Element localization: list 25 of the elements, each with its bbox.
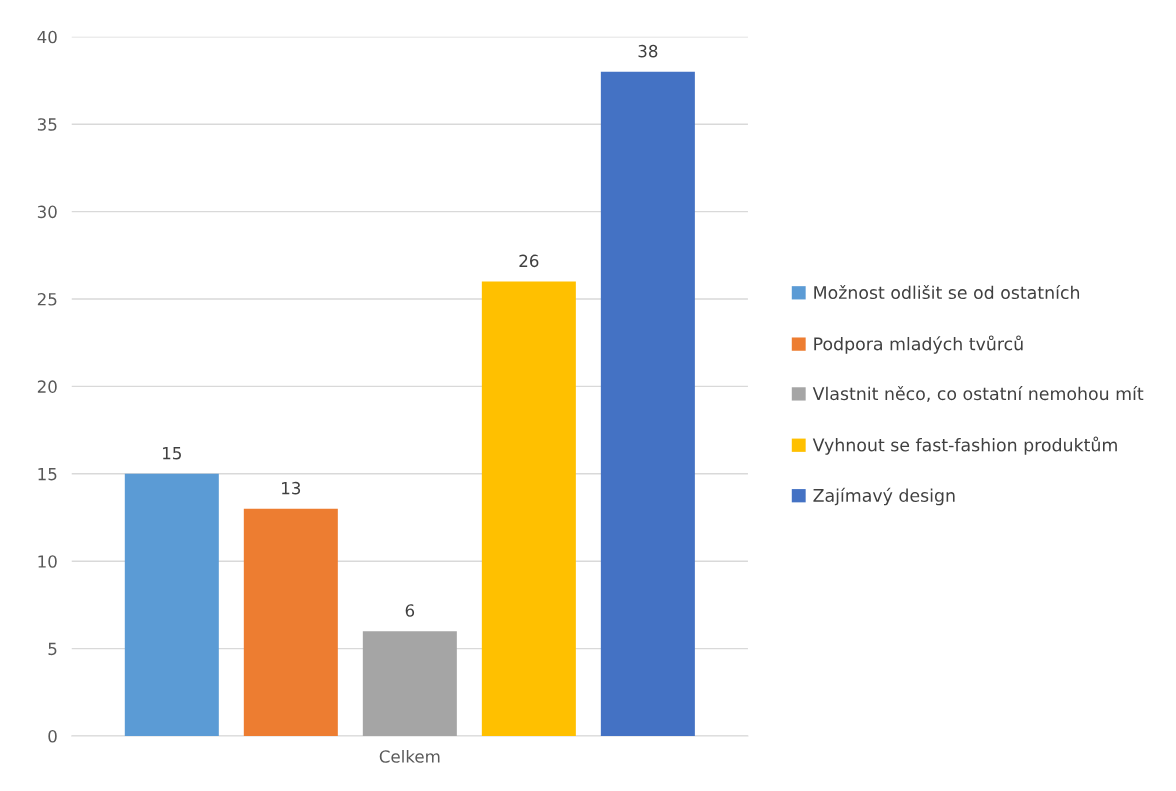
bar [243, 508, 338, 737]
bar [362, 631, 457, 737]
legend-label: Možnost odlišit se od ostatních [814, 284, 1080, 300]
data-label: 6 [405, 604, 415, 617]
data-label: 15 [163, 447, 181, 460]
y-tick-label: 15 [38, 467, 57, 481]
bar [481, 281, 576, 737]
y-tick-label: 30 [37, 205, 57, 219]
legend-label: Vyhnout se fast-fashion produktům [812, 436, 1117, 455]
legend-label: Podpora mladých tvůrců [814, 335, 1023, 354]
bar [124, 473, 219, 737]
data-label: 13 [282, 481, 301, 495]
y-tick-label: 5 [48, 642, 57, 656]
y-tick-label: 35 [37, 118, 57, 131]
y-tick-label: 0 [48, 729, 57, 743]
legend-label: Vlastnit něco, co ostatní nemohou mít [812, 386, 1144, 402]
data-label: 38 [638, 44, 658, 58]
data-label: 26 [519, 254, 539, 268]
y-tick-label: 20 [37, 380, 57, 393]
bar [600, 71, 695, 737]
y-tick-label: 25 [37, 292, 57, 306]
y-tick-label: 10 [38, 555, 57, 568]
legend-label: Zajímavý design [813, 487, 955, 506]
y-tick-label: 40 [37, 30, 57, 44]
x-tick-label: Celkem [379, 749, 440, 763]
